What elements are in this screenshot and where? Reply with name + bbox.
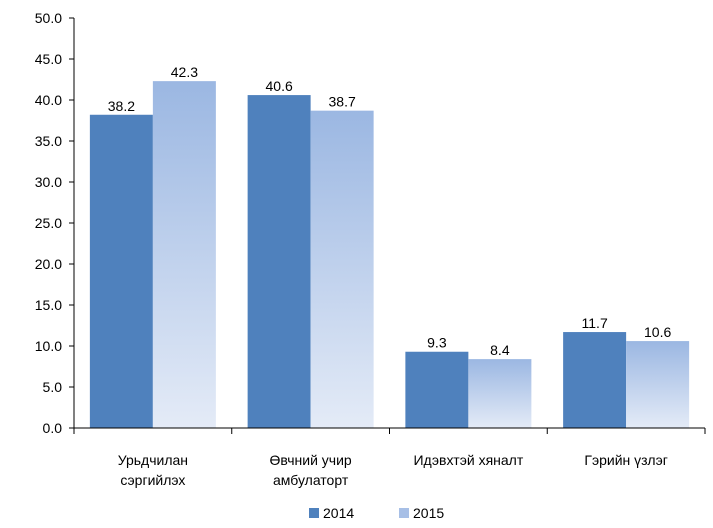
category-label: Гэрийн үзлэг (584, 452, 667, 468)
legend: 2014 2015 (309, 505, 444, 521)
bar-2015-3 (626, 341, 690, 428)
data-label-2014-3: 11.7 (582, 315, 608, 331)
y-tick-label: 25.0 (35, 215, 62, 231)
category-label: Идэвхтэй хяналт (413, 452, 523, 468)
bar-2015-2 (468, 359, 532, 428)
category-label: амбулаторт (273, 472, 349, 488)
bar-2014-0 (89, 114, 153, 428)
x-axis: Урьдчилан сэргийлэх Өвчний учир амбулаторт И… (73, 427, 706, 488)
category-label: Урьдчилан (118, 452, 188, 468)
legend-label-2015: 2015 (413, 505, 444, 521)
y-tick-label: 35.0 (35, 133, 62, 149)
category-label: сэргийлэх (120, 472, 185, 488)
y-tick-label: 20.0 (35, 256, 62, 272)
legend-swatch-2014 (309, 508, 319, 518)
data-label-2015-1: 38.7 (329, 94, 356, 110)
category-label: Өвчний учир (270, 452, 352, 468)
y-tick-label: 0.0 (43, 420, 63, 436)
bar-2014-1 (247, 95, 311, 428)
data-label-2015-0: 42.3 (171, 64, 198, 80)
y-tick-label: 15.0 (35, 297, 62, 313)
data-label-2014-2: 9.3 (427, 335, 447, 351)
y-axis: 0.0 5.0 10.0 15.0 20.0 25.0 30.0 35.0 40.0 45.0 50… (35, 10, 75, 436)
y-tick-label: 40.0 (35, 92, 62, 108)
bar-2015-0 (152, 81, 216, 428)
y-tick-label: 10.0 (35, 338, 62, 354)
legend-label-2014: 2014 (323, 505, 354, 521)
bar-2014-2 (405, 351, 469, 428)
data-label-2015-3: 10.6 (644, 324, 671, 340)
legend-swatch-2015 (399, 508, 409, 518)
y-tick-label: 30.0 (35, 174, 62, 190)
data-label-2014-1: 40.6 (266, 78, 293, 94)
bars: 38.2 42.3 40.6 38.7 9.3 8.4 11.7 10.6 (89, 64, 690, 428)
y-tick-label: 50.0 (35, 10, 62, 26)
y-tick-label: 5.0 (43, 379, 63, 395)
y-tick-label: 45.0 (35, 51, 62, 67)
data-label-2014-0: 38.2 (108, 98, 135, 114)
bar-2014-3 (563, 332, 627, 428)
bar-2015-1 (310, 110, 374, 428)
data-label-2015-2: 8.4 (490, 342, 510, 358)
